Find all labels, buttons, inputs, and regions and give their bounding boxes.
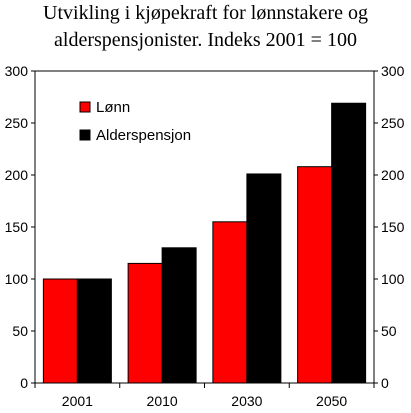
- bar-lønn-2030: [212, 221, 248, 384]
- right-tick-label: 0: [381, 375, 389, 391]
- legend-label-lonn: Lønn: [96, 99, 130, 116]
- bar-lønn-2050: [297, 166, 333, 384]
- legend-label-alderspensjon: Alderspensjon: [96, 127, 191, 144]
- bar-alderspensjon-2030: [246, 173, 282, 384]
- left-tick-label: 0: [20, 375, 28, 391]
- chart-title-line-1: Utvikling i kjøpekraft for lønnstakere o…: [43, 2, 368, 24]
- legend-swatch-alderspensjon: [79, 129, 91, 141]
- x-tick-label-2050: 2050: [316, 393, 347, 409]
- legend-swatch-lonn: [79, 101, 91, 113]
- left-tick-label: 200: [5, 167, 29, 183]
- left-axis: 0 50 100 150 200 250 300: [5, 63, 35, 391]
- bar-alderspensjon-2010: [161, 247, 197, 384]
- bar-lønn-2010: [127, 262, 163, 384]
- right-tick-label: 100: [381, 271, 405, 287]
- left-tick-label: 300: [5, 63, 29, 79]
- left-tick-label: 50: [12, 323, 28, 339]
- right-tick-label: 50: [381, 323, 397, 339]
- bar-alderspensjon-2001: [76, 278, 112, 384]
- legend: Lønn Alderspensjon: [79, 99, 191, 144]
- left-tick-label: 100: [5, 271, 29, 287]
- right-axis: 0 50 100 150 200 250 300: [374, 63, 405, 391]
- bar-lønn-2001: [42, 278, 78, 384]
- right-tick-label: 300: [381, 63, 405, 79]
- right-tick-label: 250: [381, 115, 405, 131]
- x-tick-label-2030: 2030: [231, 393, 262, 409]
- left-tick-label: 150: [5, 219, 29, 235]
- bars-layer: [42, 102, 367, 384]
- x-tick-label-2001: 2001: [62, 393, 93, 409]
- x-axis: 2001 2010 2030 2050: [34, 383, 375, 409]
- left-tick-label: 250: [5, 115, 29, 131]
- chart-title-line-2: alderspensjonister. Indeks 2001 = 100: [54, 29, 357, 51]
- right-tick-label: 200: [381, 167, 405, 183]
- bar-alderspensjon-2050: [331, 102, 367, 384]
- x-tick-label-2010: 2010: [147, 393, 178, 409]
- right-tick-label: 150: [381, 219, 405, 235]
